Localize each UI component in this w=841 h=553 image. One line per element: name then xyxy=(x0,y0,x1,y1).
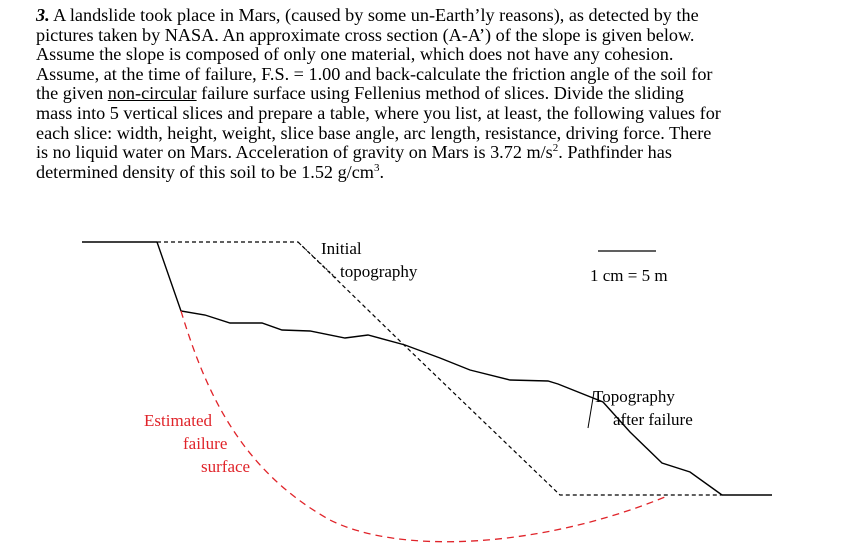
label: Initial xyxy=(321,239,362,258)
text-line: mass into 5 vertical slices and prepare … xyxy=(36,102,721,123)
superscript: 2 xyxy=(552,142,559,155)
text-line: the given non-circular failure surface u… xyxy=(36,84,836,104)
text: the given xyxy=(36,83,108,104)
label: failure xyxy=(183,434,227,453)
text: determined density of this soil to be 1.… xyxy=(36,161,374,182)
scale-label: 1 cm = 5 m xyxy=(590,266,668,285)
failure-surface xyxy=(180,310,666,543)
leader-line xyxy=(299,243,337,279)
text-line: each slice: width, height, weight, slice… xyxy=(36,122,712,143)
text-line: is no liquid water on Mars. Acceleration… xyxy=(36,142,836,163)
label: Estimated xyxy=(144,411,212,430)
text: . xyxy=(379,161,384,182)
text: A landslide took place in Mars, (caused … xyxy=(49,5,699,25)
leader-line xyxy=(587,391,595,429)
superscript: 3 xyxy=(373,161,380,174)
failure-topography xyxy=(156,241,723,496)
label: surface xyxy=(201,457,250,476)
underlined-text: non-circular xyxy=(107,83,197,104)
text: failure surface using Fellenius method o… xyxy=(196,83,685,104)
text-line: 3. A landslide took place in Mars, (caus… xyxy=(36,5,836,26)
text-line: Assume the slope is composed of only one… xyxy=(36,44,674,65)
text: . Pathfinder has xyxy=(558,142,672,163)
text-line: pictures taken by NASA. An approximate c… xyxy=(36,24,695,45)
label: after failure xyxy=(613,410,693,429)
text-line: Assume, at the time of failure, F.S. = 1… xyxy=(36,63,713,84)
label: Topography xyxy=(593,387,675,406)
text: is no liquid water on Mars. Acceleration… xyxy=(36,142,553,163)
problem-number: 3. xyxy=(36,5,50,25)
text-line: determined density of this soil to be 1.… xyxy=(36,161,836,183)
label: topography xyxy=(340,262,418,281)
problem-text: 3. A landslide took place in Mars, (caus… xyxy=(36,5,836,183)
